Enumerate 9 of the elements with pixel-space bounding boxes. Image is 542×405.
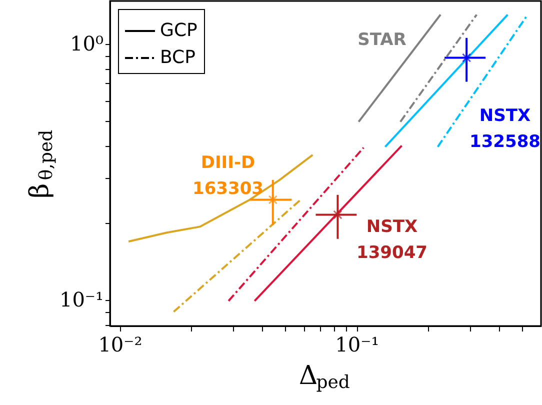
legend-label: GCP bbox=[160, 20, 198, 41]
annotation: DIII-D 163303 bbox=[192, 153, 264, 199]
y-tick-label: 10⁰ bbox=[70, 31, 104, 56]
x-tick-label: 10⁻² bbox=[98, 332, 142, 356]
legend-label: BCP bbox=[160, 47, 196, 68]
annotation: NSTX 132588 bbox=[470, 106, 540, 152]
y-axis-title: βθ,ped bbox=[25, 130, 57, 198]
annotation: NSTX 139047 bbox=[356, 217, 428, 263]
annotation: STAR bbox=[358, 30, 406, 50]
